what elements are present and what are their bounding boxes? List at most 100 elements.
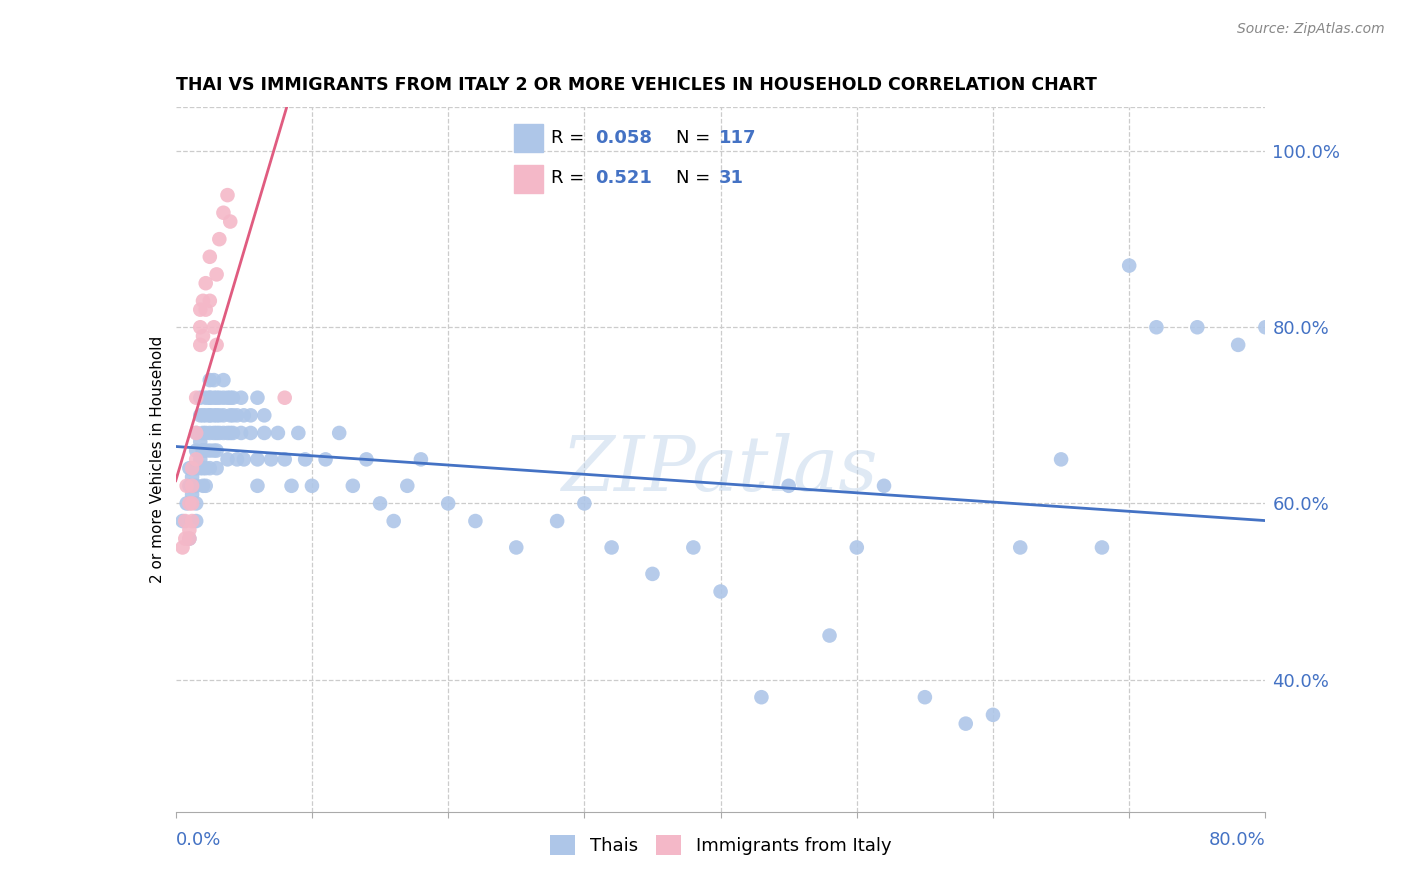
Text: 80.0%: 80.0%	[1209, 831, 1265, 849]
Point	[342, 479, 364, 493]
Point	[191, 443, 214, 458]
Point	[315, 452, 337, 467]
Point	[1187, 320, 1209, 334]
Point	[253, 425, 276, 440]
Point	[188, 338, 211, 352]
Point	[186, 496, 208, 510]
Point	[574, 496, 596, 510]
Point	[172, 541, 194, 555]
Point	[191, 461, 214, 475]
Point	[181, 496, 204, 510]
Point	[212, 409, 235, 423]
Point	[246, 452, 269, 467]
Point	[191, 329, 214, 343]
Point	[202, 391, 225, 405]
Point	[226, 452, 249, 467]
Point	[172, 514, 194, 528]
Point	[198, 391, 221, 405]
Point	[914, 690, 936, 705]
Point	[176, 479, 198, 493]
Point	[186, 479, 208, 493]
Point	[232, 409, 254, 423]
Point	[186, 452, 208, 467]
Point	[205, 425, 228, 440]
Point	[751, 690, 773, 705]
Point	[226, 409, 249, 423]
Point	[208, 232, 231, 246]
Point	[253, 409, 276, 423]
Y-axis label: 2 or more Vehicles in Household: 2 or more Vehicles in Household	[149, 335, 165, 583]
Point	[368, 496, 391, 510]
Point	[328, 425, 350, 440]
Point	[194, 391, 217, 405]
Point	[217, 391, 239, 405]
Point	[194, 443, 217, 458]
Point	[181, 514, 204, 528]
Point	[217, 425, 239, 440]
Text: 0.0%: 0.0%	[176, 831, 221, 849]
Point	[873, 479, 896, 493]
Point	[219, 425, 242, 440]
Point	[267, 425, 290, 440]
Point	[186, 461, 208, 475]
Text: ZIPatlas: ZIPatlas	[562, 433, 879, 507]
Point	[179, 523, 201, 537]
Point	[181, 461, 204, 475]
Point	[208, 409, 231, 423]
Point	[179, 496, 201, 510]
Point	[202, 443, 225, 458]
Point	[198, 409, 221, 423]
Point	[641, 566, 664, 581]
Legend: Thais, Immigrants from Italy: Thais, Immigrants from Italy	[543, 827, 898, 863]
Point	[188, 391, 211, 405]
Point	[202, 409, 225, 423]
Point	[205, 461, 228, 475]
Point	[174, 514, 197, 528]
Point	[205, 268, 228, 282]
Point	[202, 373, 225, 387]
Point	[212, 373, 235, 387]
Text: Source: ZipAtlas.com: Source: ZipAtlas.com	[1237, 22, 1385, 37]
Point	[246, 479, 269, 493]
Point	[198, 391, 221, 405]
Point	[505, 541, 527, 555]
Point	[191, 409, 214, 423]
Point	[186, 443, 208, 458]
Point	[682, 541, 704, 555]
Point	[205, 409, 228, 423]
Point	[212, 205, 235, 219]
Point	[710, 584, 733, 599]
Point	[176, 496, 198, 510]
Point	[205, 443, 228, 458]
Point	[194, 302, 217, 317]
Point	[231, 391, 253, 405]
Point	[222, 391, 245, 405]
Point	[188, 434, 211, 449]
Point	[198, 373, 221, 387]
Point	[205, 338, 228, 352]
Point	[222, 425, 245, 440]
Point	[217, 452, 239, 467]
Point	[1050, 452, 1073, 467]
Point	[208, 425, 231, 440]
Point	[778, 479, 800, 493]
Point	[1144, 320, 1167, 334]
Point	[1254, 320, 1277, 334]
Point	[181, 487, 204, 501]
Point	[198, 409, 221, 423]
Point	[274, 391, 297, 405]
Point	[198, 293, 221, 308]
Point	[174, 532, 197, 546]
Point	[179, 532, 201, 546]
Point	[246, 391, 269, 405]
Point	[464, 514, 486, 528]
Point	[981, 707, 1004, 722]
Point	[356, 452, 378, 467]
Point	[188, 320, 211, 334]
Point	[181, 479, 204, 493]
Point	[191, 443, 214, 458]
Point	[219, 391, 242, 405]
Point	[818, 628, 841, 642]
Point	[186, 514, 208, 528]
Point	[198, 425, 221, 440]
